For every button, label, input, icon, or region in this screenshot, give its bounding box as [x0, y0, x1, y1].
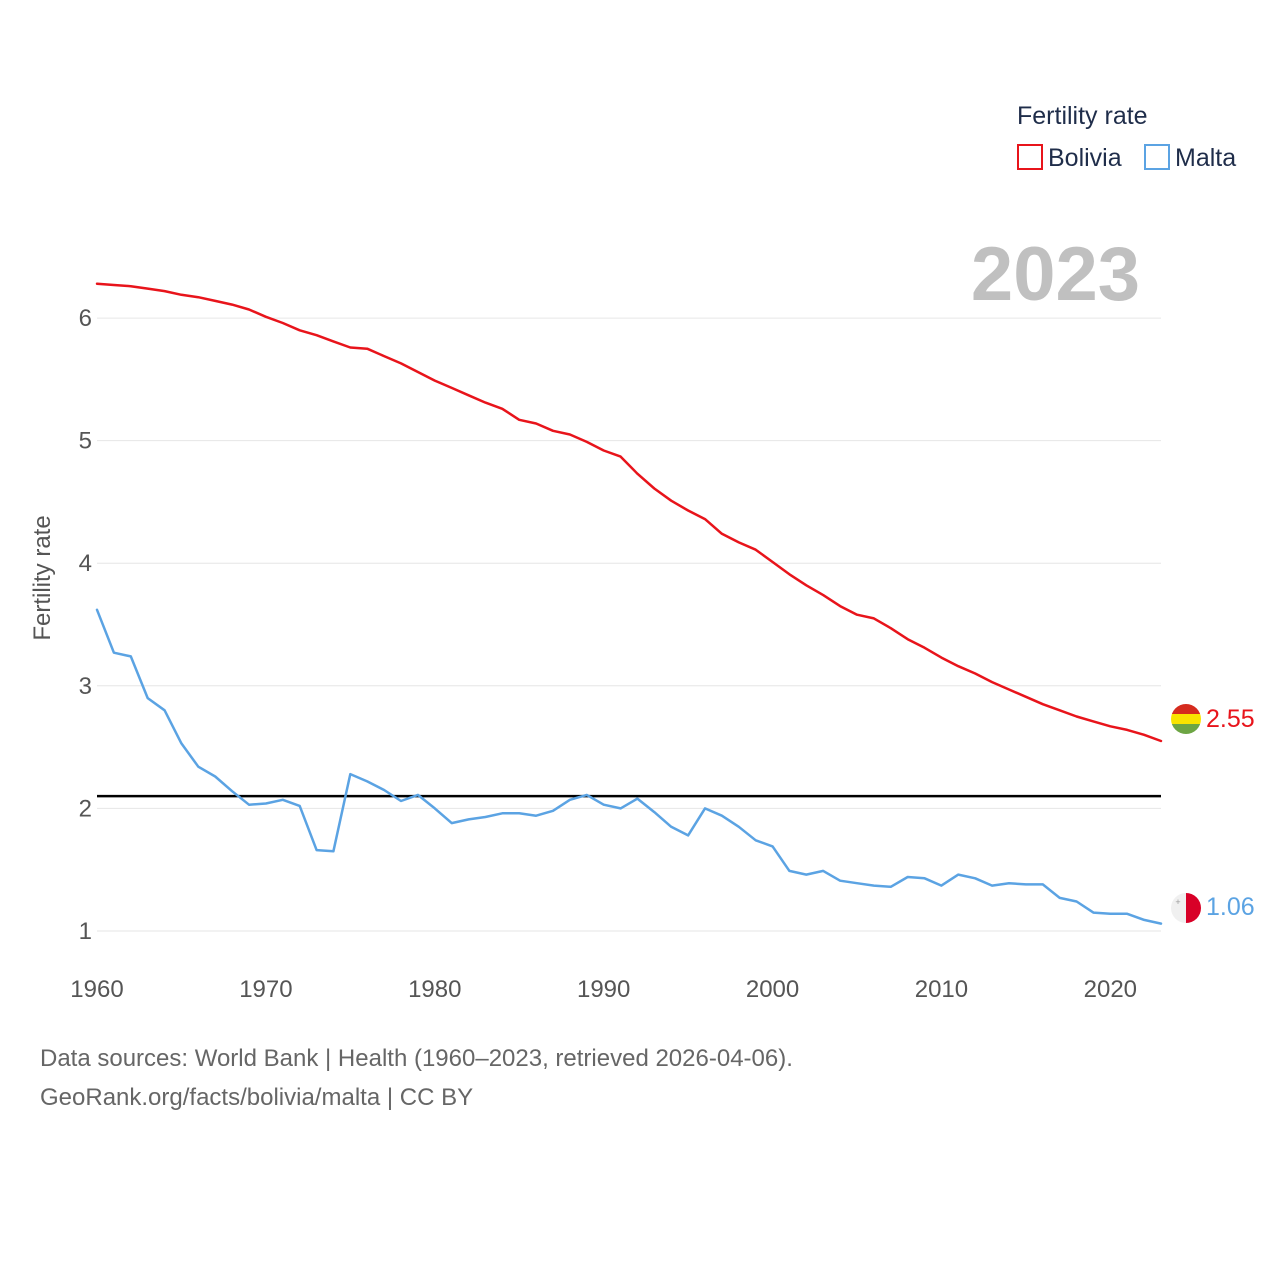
x-tick-label: 2020 — [1084, 976, 1137, 1003]
legend-swatch-bolivia — [1017, 144, 1043, 170]
x-tick-label: 1990 — [577, 976, 630, 1003]
bolivia-end-value: 2.55 — [1206, 705, 1255, 733]
y-tick-label: 4 — [79, 550, 92, 577]
x-tick-label: 2010 — [915, 976, 968, 1003]
series-lines — [95, 282, 1163, 925]
x-tick-label: 1960 — [70, 976, 123, 1003]
year-label: 2023 — [971, 232, 1140, 317]
gridlines — [97, 317, 1161, 932]
legend-title: Fertility rate — [1017, 102, 1148, 130]
malta-end-value: 1.06 — [1206, 893, 1255, 921]
legend-label-malta: Malta — [1175, 144, 1236, 172]
x-tick-label: 1970 — [239, 976, 292, 1003]
y-tick-label: 6 — [79, 305, 92, 332]
y-tick-label: 2 — [79, 795, 92, 822]
y-axis-ticks: 1 2 3 4 5 6 — [79, 305, 92, 945]
x-axis-ticks: 1960 1970 1980 1990 2000 2010 2020 — [70, 976, 1137, 1003]
series-line-malta — [95, 608, 1163, 925]
y-tick-label: 3 — [79, 673, 92, 700]
malta-flag-icon: + — [1171, 893, 1201, 923]
legend-label-bolivia: Bolivia — [1048, 144, 1122, 172]
series-line-bolivia — [95, 282, 1163, 743]
x-tick-label: 1980 — [408, 976, 461, 1003]
footer-attribution: GeoRank.org/facts/bolivia/malta | CC BY — [40, 1084, 474, 1111]
legend-swatch-malta — [1144, 144, 1170, 170]
svg-text:+: + — [1175, 897, 1180, 907]
footer-sources: Data sources: World Bank | Health (1960–… — [40, 1045, 793, 1072]
y-tick-label: 1 — [79, 918, 92, 945]
x-tick-label: 2000 — [746, 976, 799, 1003]
bolivia-flag-icon — [1171, 704, 1201, 734]
y-axis-title: Fertility rate — [29, 515, 56, 640]
legend: Fertility rate Bolivia Malta — [1017, 102, 1236, 172]
y-tick-label: 5 — [79, 428, 92, 455]
